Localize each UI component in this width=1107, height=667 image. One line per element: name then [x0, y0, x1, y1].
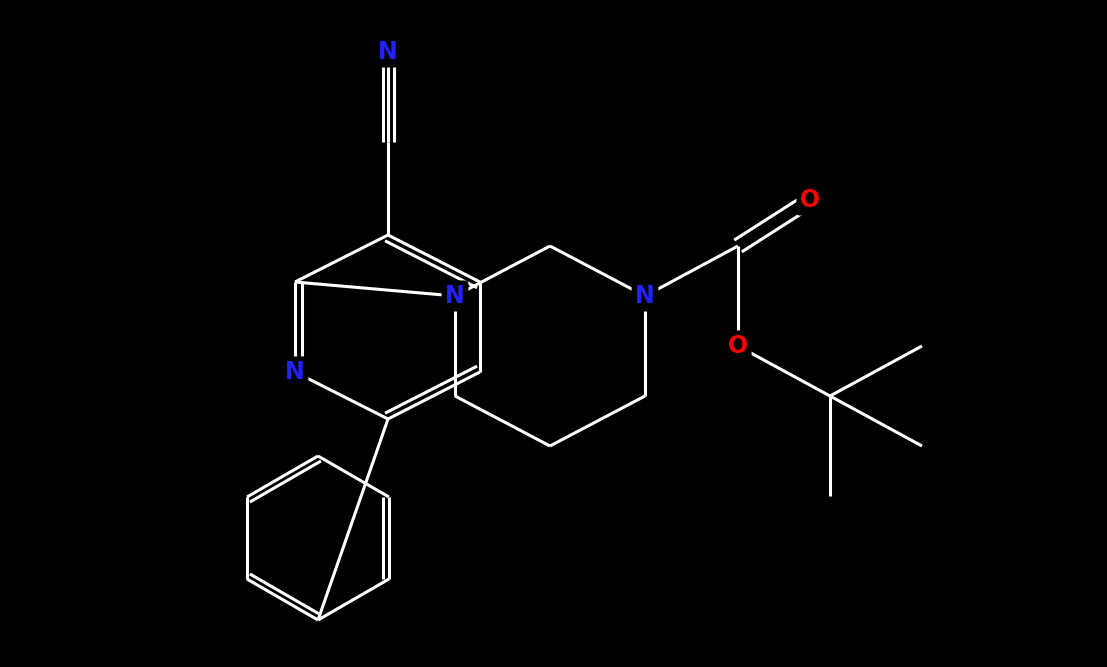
Text: N: N	[286, 360, 304, 384]
Text: N: N	[379, 40, 397, 64]
Text: O: O	[728, 334, 748, 358]
Text: O: O	[800, 188, 820, 212]
Text: N: N	[635, 284, 655, 308]
Text: N: N	[445, 284, 465, 308]
